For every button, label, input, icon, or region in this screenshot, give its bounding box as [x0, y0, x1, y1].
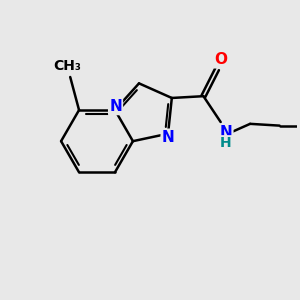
Text: CH₃: CH₃ — [53, 59, 81, 73]
Text: N: N — [220, 125, 232, 140]
Text: H: H — [220, 136, 232, 150]
Text: N: N — [109, 99, 122, 114]
Text: N: N — [162, 130, 174, 145]
Text: O: O — [214, 52, 227, 67]
